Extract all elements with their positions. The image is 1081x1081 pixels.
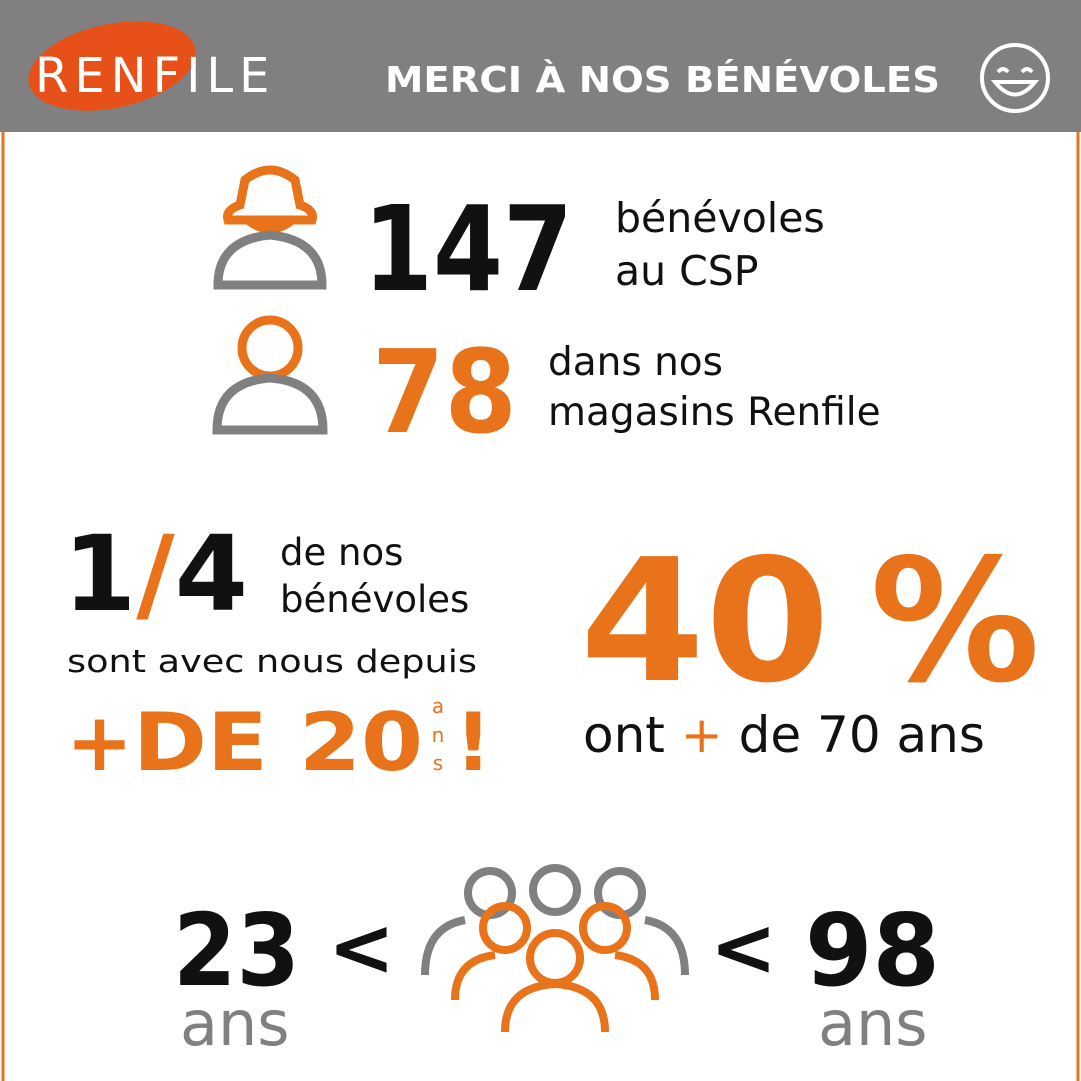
seniority-line: sont avec nous depuis — [67, 644, 477, 680]
logo-part: FILE — [153, 48, 276, 104]
range-lt: < — [710, 901, 777, 994]
range-unit: ans — [818, 987, 928, 1060]
seniority-amount: DE 20 — [133, 696, 423, 789]
age-word: de 70 ans — [739, 706, 985, 764]
stores-line: magasins Renfile — [548, 390, 881, 435]
age-number: 40 — [580, 523, 830, 721]
range-max: 98 — [805, 892, 940, 1009]
header-title: MERCI À NOS BÉNÉVOLES — [385, 59, 940, 101]
numerator: 1 — [63, 513, 136, 635]
range-unit: ans — [180, 987, 290, 1060]
fraction: 1/4 — [63, 513, 248, 635]
age-percent: % — [870, 523, 1040, 721]
logo-part: REN — [35, 48, 153, 104]
age-plus: + — [681, 706, 723, 764]
group-icon — [421, 864, 689, 1033]
denominator: 4 — [175, 513, 248, 635]
seniority-plus: + — [66, 696, 133, 789]
stores-number: 78 — [372, 326, 517, 460]
age-word: ont — [583, 706, 665, 764]
stores-line: dans nos — [548, 340, 723, 385]
logo-blob — [28, 21, 196, 111]
unit-letter: n — [432, 723, 445, 747]
unit-letter: s — [433, 751, 443, 775]
fraction-slash: / — [136, 513, 174, 635]
range-min: 23 — [173, 892, 300, 1009]
csp-line: au CSP — [615, 247, 759, 295]
exclamation: ! — [455, 696, 491, 789]
csp-line: bénévoles — [615, 194, 825, 242]
store-icon — [212, 315, 328, 435]
unit-letter: a — [432, 694, 444, 718]
age-caption: ont + de 70 ans — [583, 706, 985, 764]
csp-number: 147 — [363, 180, 573, 318]
logo: RENFILE — [35, 48, 275, 104]
seniority-line: de nos — [280, 531, 403, 574]
range-lt: < — [328, 901, 395, 994]
seniority-line: bénévoles — [280, 578, 469, 621]
volunteer-icon — [213, 165, 327, 290]
smiley-icon — [980, 43, 1050, 113]
